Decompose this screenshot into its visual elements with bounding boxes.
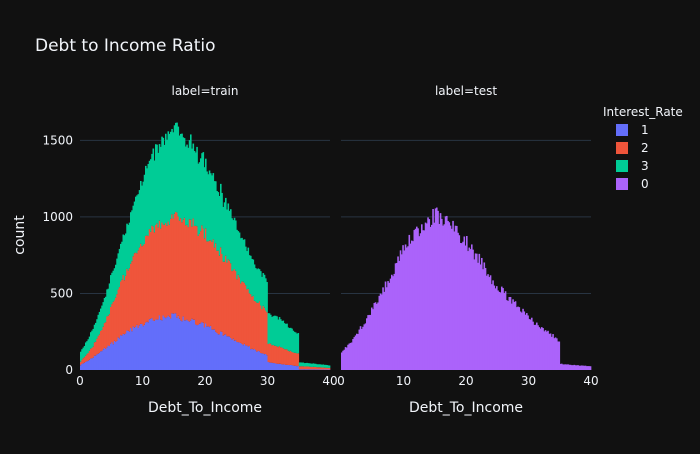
legend-swatch [616, 124, 628, 136]
chart-title: Debt to Income Ratio [35, 36, 215, 56]
x-tick-label: 10 [135, 374, 150, 388]
histogram-bar [590, 366, 592, 370]
y-tick-label: 1500 [42, 133, 73, 147]
x-tick-label: 20 [197, 374, 212, 388]
legend-label: 1 [641, 123, 649, 137]
panel-label-test: label=test [435, 84, 497, 98]
x-tick-label: 20 [458, 374, 473, 388]
legend-label: 3 [641, 159, 649, 173]
legend-swatch [616, 178, 628, 190]
x-tick-label: 40 [583, 374, 598, 388]
x-tick-label: 30 [260, 374, 275, 388]
x-tick-label: 0 [337, 374, 345, 388]
histogram-bar [329, 365, 331, 367]
legend-swatch [616, 142, 628, 154]
legend-label: 2 [641, 141, 649, 155]
histogram-bar [298, 333, 300, 353]
panel-label-train: label=train [171, 84, 238, 98]
x-tick-label: 30 [521, 374, 536, 388]
legend-swatch [616, 160, 628, 172]
histogram-bar [329, 368, 331, 370]
y-tick-label: 1000 [42, 210, 73, 224]
y-tick-label: 0 [65, 363, 73, 377]
y-axis-label: count [12, 215, 28, 255]
x-tick-label: 0 [76, 374, 84, 388]
x-axis-label-train: Debt_To_Income [148, 400, 262, 416]
histogram-bar [266, 282, 268, 312]
y-tick-label: 500 [50, 286, 73, 300]
legend-label: 0 [641, 177, 649, 191]
x-tick-label: 10 [396, 374, 411, 388]
legend-title: Interest_Rate [603, 105, 683, 119]
x-axis-label-test: Debt_To_Income [409, 400, 523, 416]
x-tick-label: 40 [322, 374, 337, 388]
